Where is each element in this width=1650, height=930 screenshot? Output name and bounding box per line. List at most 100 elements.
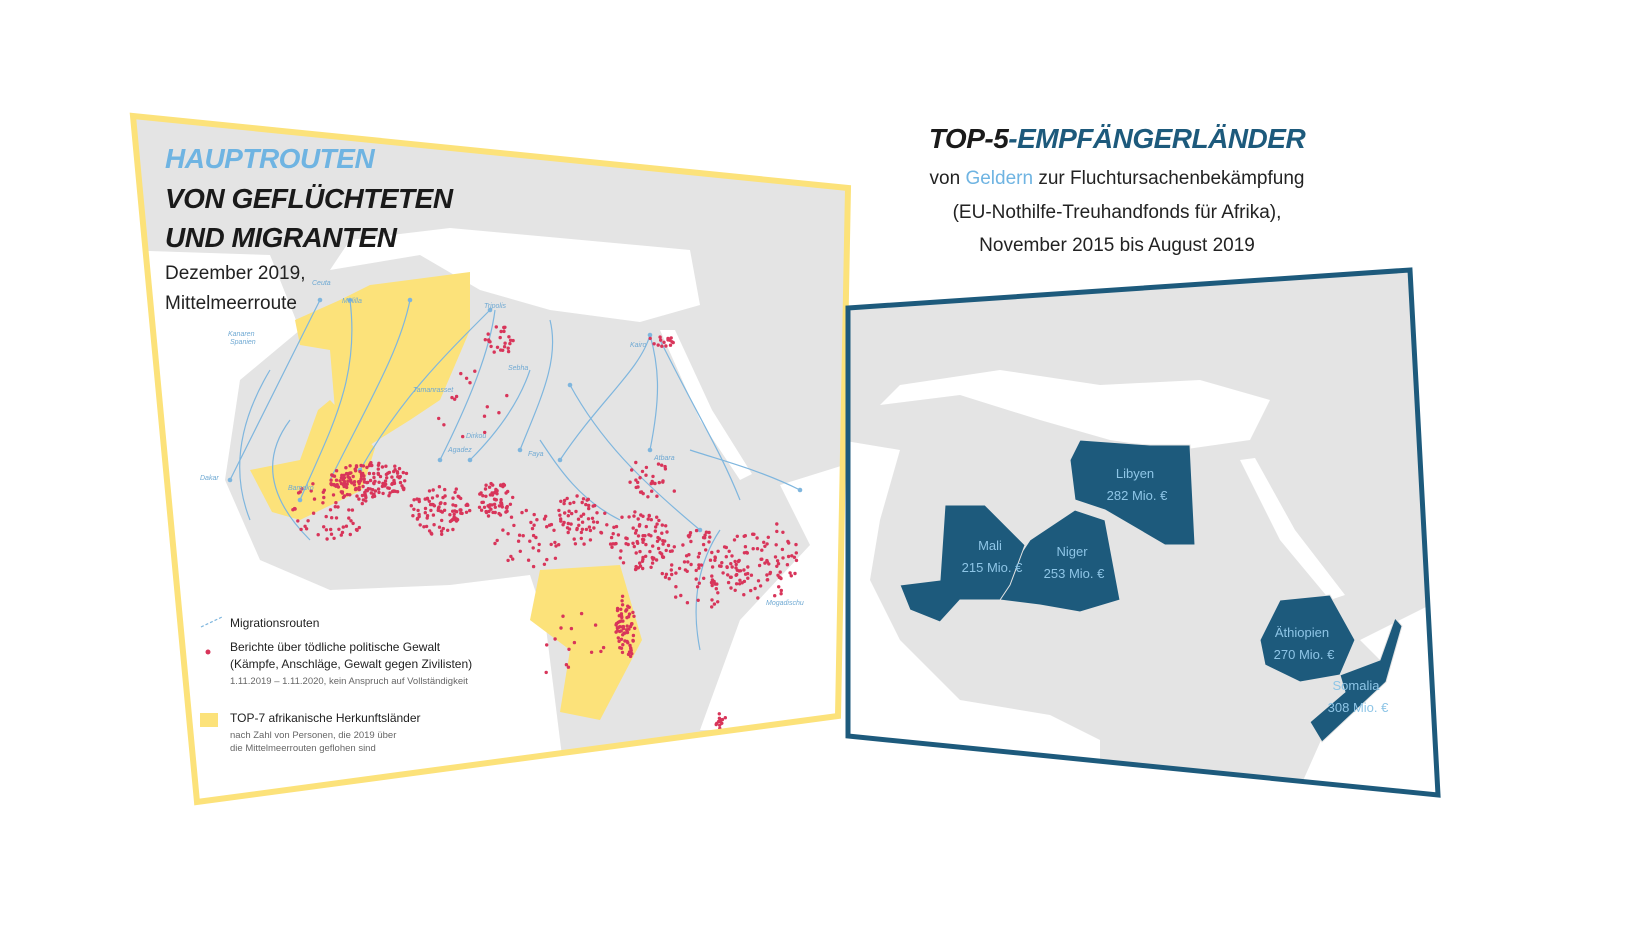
violence-dot — [352, 480, 357, 484]
violence-dot — [353, 487, 358, 491]
violence-dot — [633, 531, 638, 535]
route — [271, 419, 311, 541]
violence-dot — [364, 499, 368, 503]
violence-dot — [353, 469, 358, 473]
violence-dot — [322, 495, 326, 500]
violence-dot — [572, 537, 576, 541]
violence-dot — [549, 542, 553, 547]
violence-dot — [390, 481, 395, 486]
violence-dot — [608, 542, 613, 546]
violence-dot — [746, 576, 750, 580]
violence-dot — [704, 548, 708, 552]
legend-country-icon — [200, 713, 218, 727]
violence-dot — [644, 542, 648, 547]
violence-dot — [618, 556, 622, 560]
violence-dot — [628, 480, 632, 484]
violence-dot — [376, 487, 381, 491]
violence-dot — [699, 563, 704, 567]
violence-dot — [334, 469, 339, 473]
violence-dot — [492, 497, 497, 501]
violence-dot — [451, 496, 455, 500]
violence-dot — [627, 612, 632, 616]
violence-dot — [687, 553, 691, 557]
violence-dot — [717, 564, 722, 568]
right-title: TOP-5-EMPFÄNGERLÄNDER — [929, 123, 1307, 154]
violence-dot — [492, 491, 496, 495]
route-node — [407, 297, 413, 303]
violence-dot — [534, 535, 538, 540]
violence-dot — [528, 539, 532, 543]
violence-dot — [635, 539, 639, 544]
violence-dot — [572, 500, 576, 505]
place: Bamako — [288, 485, 314, 492]
recipient-countries — [899, 439, 1403, 743]
violence-dot — [714, 587, 718, 591]
violence-dot — [345, 485, 349, 490]
violence-dot — [625, 628, 629, 632]
country-amount: 270 Mio. € — [1274, 647, 1335, 662]
violence-dot — [567, 509, 571, 513]
violence-dot — [779, 588, 783, 593]
violence-dot — [369, 491, 373, 495]
violence-dot — [506, 558, 510, 563]
violence-dot — [628, 624, 633, 629]
violence-dot — [636, 485, 640, 489]
violence-dot — [458, 508, 462, 512]
violence-dot — [535, 518, 539, 522]
violence-dot — [373, 489, 378, 493]
violence-dot — [716, 549, 720, 553]
violence-dot — [591, 504, 595, 508]
violence-dot — [502, 326, 506, 330]
country-name: Somalia — [1333, 678, 1381, 693]
violence-dot — [634, 478, 638, 482]
violence-dots — [291, 325, 799, 731]
violence-dot — [651, 544, 655, 548]
violence-dot — [487, 509, 491, 514]
violence-dot — [485, 405, 489, 409]
violence-dot — [329, 478, 333, 482]
violence-dot — [417, 499, 421, 504]
violence-dot — [626, 641, 630, 645]
violence-dot — [554, 544, 558, 548]
violence-dot — [388, 491, 392, 495]
violence-dot — [793, 571, 797, 576]
violence-dot — [334, 501, 338, 505]
violence-dot — [632, 614, 636, 618]
violence-dot — [446, 528, 450, 532]
violence-dot — [677, 566, 682, 571]
violence-dot — [697, 581, 701, 585]
violence-dot — [694, 568, 698, 573]
violence-dot — [355, 528, 359, 532]
violence-dot — [468, 381, 472, 385]
violence-dot — [492, 502, 497, 506]
violence-dot — [486, 332, 490, 336]
violence-dot — [641, 491, 645, 496]
violence-dot — [656, 462, 661, 466]
violence-dot — [493, 505, 497, 509]
violence-dot — [667, 577, 671, 581]
place: Agadez — [447, 447, 472, 454]
violence-dot — [679, 593, 683, 598]
violence-dot — [484, 483, 488, 487]
violence-dot — [686, 534, 691, 538]
violence-dot — [359, 477, 363, 481]
violence-dot — [381, 491, 385, 496]
violence-dot — [649, 565, 653, 569]
violence-dot — [794, 558, 799, 563]
violence-dot — [724, 545, 728, 550]
violence-dot — [599, 649, 603, 654]
violence-dot — [581, 512, 586, 516]
violence-dot — [663, 539, 667, 543]
route — [519, 319, 554, 451]
violence-dot — [736, 559, 741, 564]
violence-dot — [614, 622, 619, 626]
violence-dot — [526, 558, 531, 562]
violence-dot — [668, 338, 672, 342]
violence-dot — [709, 580, 714, 585]
violence-dot — [459, 496, 463, 501]
violence-dot — [398, 474, 402, 479]
country-name: Niger — [1056, 544, 1088, 559]
violence-dot — [423, 511, 427, 515]
violence-dot — [660, 571, 664, 576]
mediterranean — [880, 370, 1270, 450]
